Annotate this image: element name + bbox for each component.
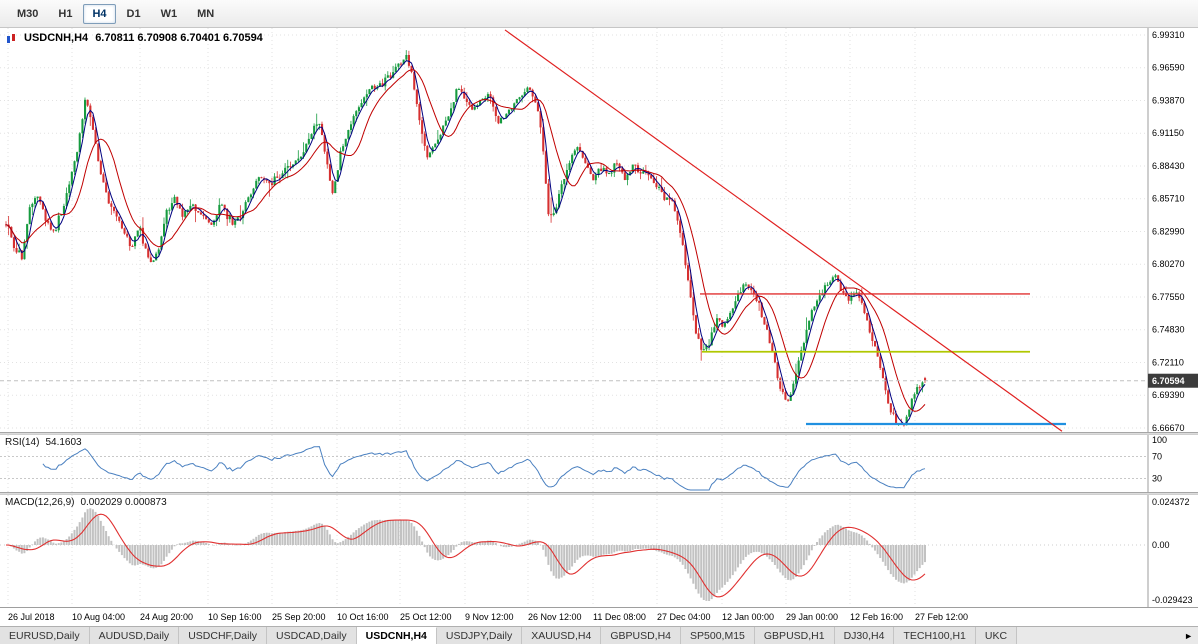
- symbol-tab-dj30-h4[interactable]: DJ30,H4: [834, 627, 895, 644]
- macd-panel[interactable]: 0.024372 0.00 -0.029423 MACD(12,26,9) 0.00…: [0, 495, 1198, 607]
- timeframe-button-mn[interactable]: MN: [197, 7, 215, 20]
- price-axis-label: 6.93870: [1152, 95, 1185, 105]
- symbol-tab-usdjpy-daily[interactable]: USDJPY,Daily: [436, 627, 523, 644]
- macd-axis-label: 0.024372: [1152, 497, 1190, 507]
- rsi-panel[interactable]: 100 70 30 RSI(14) 54.1603: [0, 435, 1198, 492]
- time-axis-label: 27 Feb 12:00: [915, 612, 969, 622]
- time-axis-label: 25 Sep 20:00: [272, 612, 326, 622]
- symbol-tab-xauusd-h4[interactable]: XAUUSD,H4: [522, 627, 602, 644]
- price-axis-label: 6.74830: [1152, 325, 1185, 335]
- descending-trendline[interactable]: [504, 29, 1063, 432]
- symbol-tab-audusd-daily[interactable]: AUDUSD,Daily: [89, 627, 180, 644]
- symbol-tab-eurusd-daily[interactable]: EURUSD,Daily: [0, 627, 90, 644]
- time-axis-label: 9 Nov 12:00: [465, 612, 514, 622]
- time-axis-label: 29 Jan 00:00: [786, 612, 839, 622]
- time-axis-label: 24 Aug 20:00: [140, 612, 194, 622]
- rsi-axis-label: 100: [1152, 435, 1167, 445]
- rsi-line: [42, 446, 926, 491]
- time-axis-label: 11 Dec 08:00: [593, 612, 646, 622]
- timeframe-button-w1[interactable]: W1: [160, 7, 178, 20]
- current-price-text: 6.70594: [1152, 376, 1185, 386]
- timeframe-button-m30[interactable]: M30: [17, 7, 39, 20]
- time-axis-label: 27 Dec 04:00: [657, 612, 711, 622]
- price-axis-label: 6.69390: [1152, 390, 1185, 400]
- panel-splitter[interactable]: [0, 432, 1198, 435]
- symbol-tab-ukc[interactable]: UKC: [975, 627, 1018, 644]
- timeframe-toolbar: M30 H1 H4 D1 W1 MN: [0, 0, 1198, 28]
- price-axis-label: 6.77550: [1152, 292, 1185, 302]
- symbol-tab-usdcnh-h4[interactable]: USDCNH,H4: [356, 627, 437, 644]
- time-axis-label: 10 Sep 16:00: [208, 612, 262, 622]
- rsi-axis-label: 30: [1152, 474, 1162, 484]
- time-axis-label: 26 Nov 12:00: [528, 612, 582, 622]
- timeframe-button-d1[interactable]: D1: [126, 7, 141, 20]
- time-axis-label: 10 Aug 04:00: [72, 612, 126, 622]
- time-axis-label: 26 Jul 2018: [8, 612, 55, 622]
- symbol-tab-sp500-m15[interactable]: SP500,M15: [681, 627, 755, 644]
- symbol-tab-gbpusd-h1[interactable]: GBPUSD,H1: [754, 627, 835, 644]
- time-axis-label: 12 Jan 00:00: [722, 612, 775, 622]
- price-axis-label: 6.96590: [1152, 63, 1185, 73]
- macd-canvas[interactable]: 0.024372 0.00 -0.029423: [0, 495, 1198, 607]
- timeframe-button-h4[interactable]: H4: [83, 3, 116, 24]
- time-axis-label: 12 Feb 16:00: [850, 612, 904, 622]
- price-axis-label: 6.91150: [1152, 128, 1184, 138]
- rsi-axis-label: 70: [1152, 452, 1162, 462]
- panel-splitter[interactable]: [0, 492, 1198, 495]
- macd-axis-label: -0.029423: [1152, 595, 1193, 605]
- ma-fast-line: [5, 60, 926, 425]
- price-axis-label: 6.82990: [1152, 226, 1185, 236]
- price-chart-canvas[interactable]: 6.99310 6.96590 6.93870 6.91150 6.88430 6.857…: [0, 28, 1198, 432]
- symbol-tabbar: EURUSD,Daily AUDUSD,Daily USDCHF,Daily USDC…: [0, 626, 1198, 644]
- symbol-tab-usdcad-daily[interactable]: USDCAD,Daily: [267, 627, 357, 644]
- time-axis[interactable]: 26 Jul 2018 10 Aug 04:00 24 Aug 20:00 10 Se…: [0, 607, 1198, 626]
- time-axis-label: 25 Oct 12:00: [400, 612, 452, 622]
- rsi-canvas[interactable]: 100 70 30: [0, 435, 1198, 492]
- symbol-tab-usdchf-daily[interactable]: USDCHF,Daily: [179, 627, 268, 644]
- ma-slow-line: [5, 69, 926, 412]
- tab-scroll-right-icon[interactable]: ►: [1181, 627, 1196, 644]
- price-chart-panel[interactable]: 6.99310 6.96590 6.93870 6.91150 6.88430 6.857…: [0, 28, 1198, 432]
- price-axis-label: 6.80270: [1152, 259, 1185, 269]
- macd-signal-line: [5, 513, 926, 598]
- timeframe-button-h1[interactable]: H1: [58, 7, 73, 20]
- price-axis-label: 6.66670: [1152, 423, 1185, 432]
- macd-axis-label: 0.00: [1152, 540, 1170, 550]
- time-axis-label: 10 Oct 16:00: [337, 612, 389, 622]
- symbol-tab-tech100-h1[interactable]: TECH100,H1: [894, 627, 976, 644]
- price-axis-label: 6.72110: [1152, 357, 1184, 367]
- price-axis-label: 6.99310: [1152, 30, 1185, 40]
- price-axis-label: 6.85710: [1152, 194, 1185, 204]
- price-axis-label: 6.88430: [1152, 161, 1185, 171]
- symbol-tab-gbpusd-h4[interactable]: GBPUSD,H4: [601, 627, 682, 644]
- current-price-badge: [1148, 373, 1198, 388]
